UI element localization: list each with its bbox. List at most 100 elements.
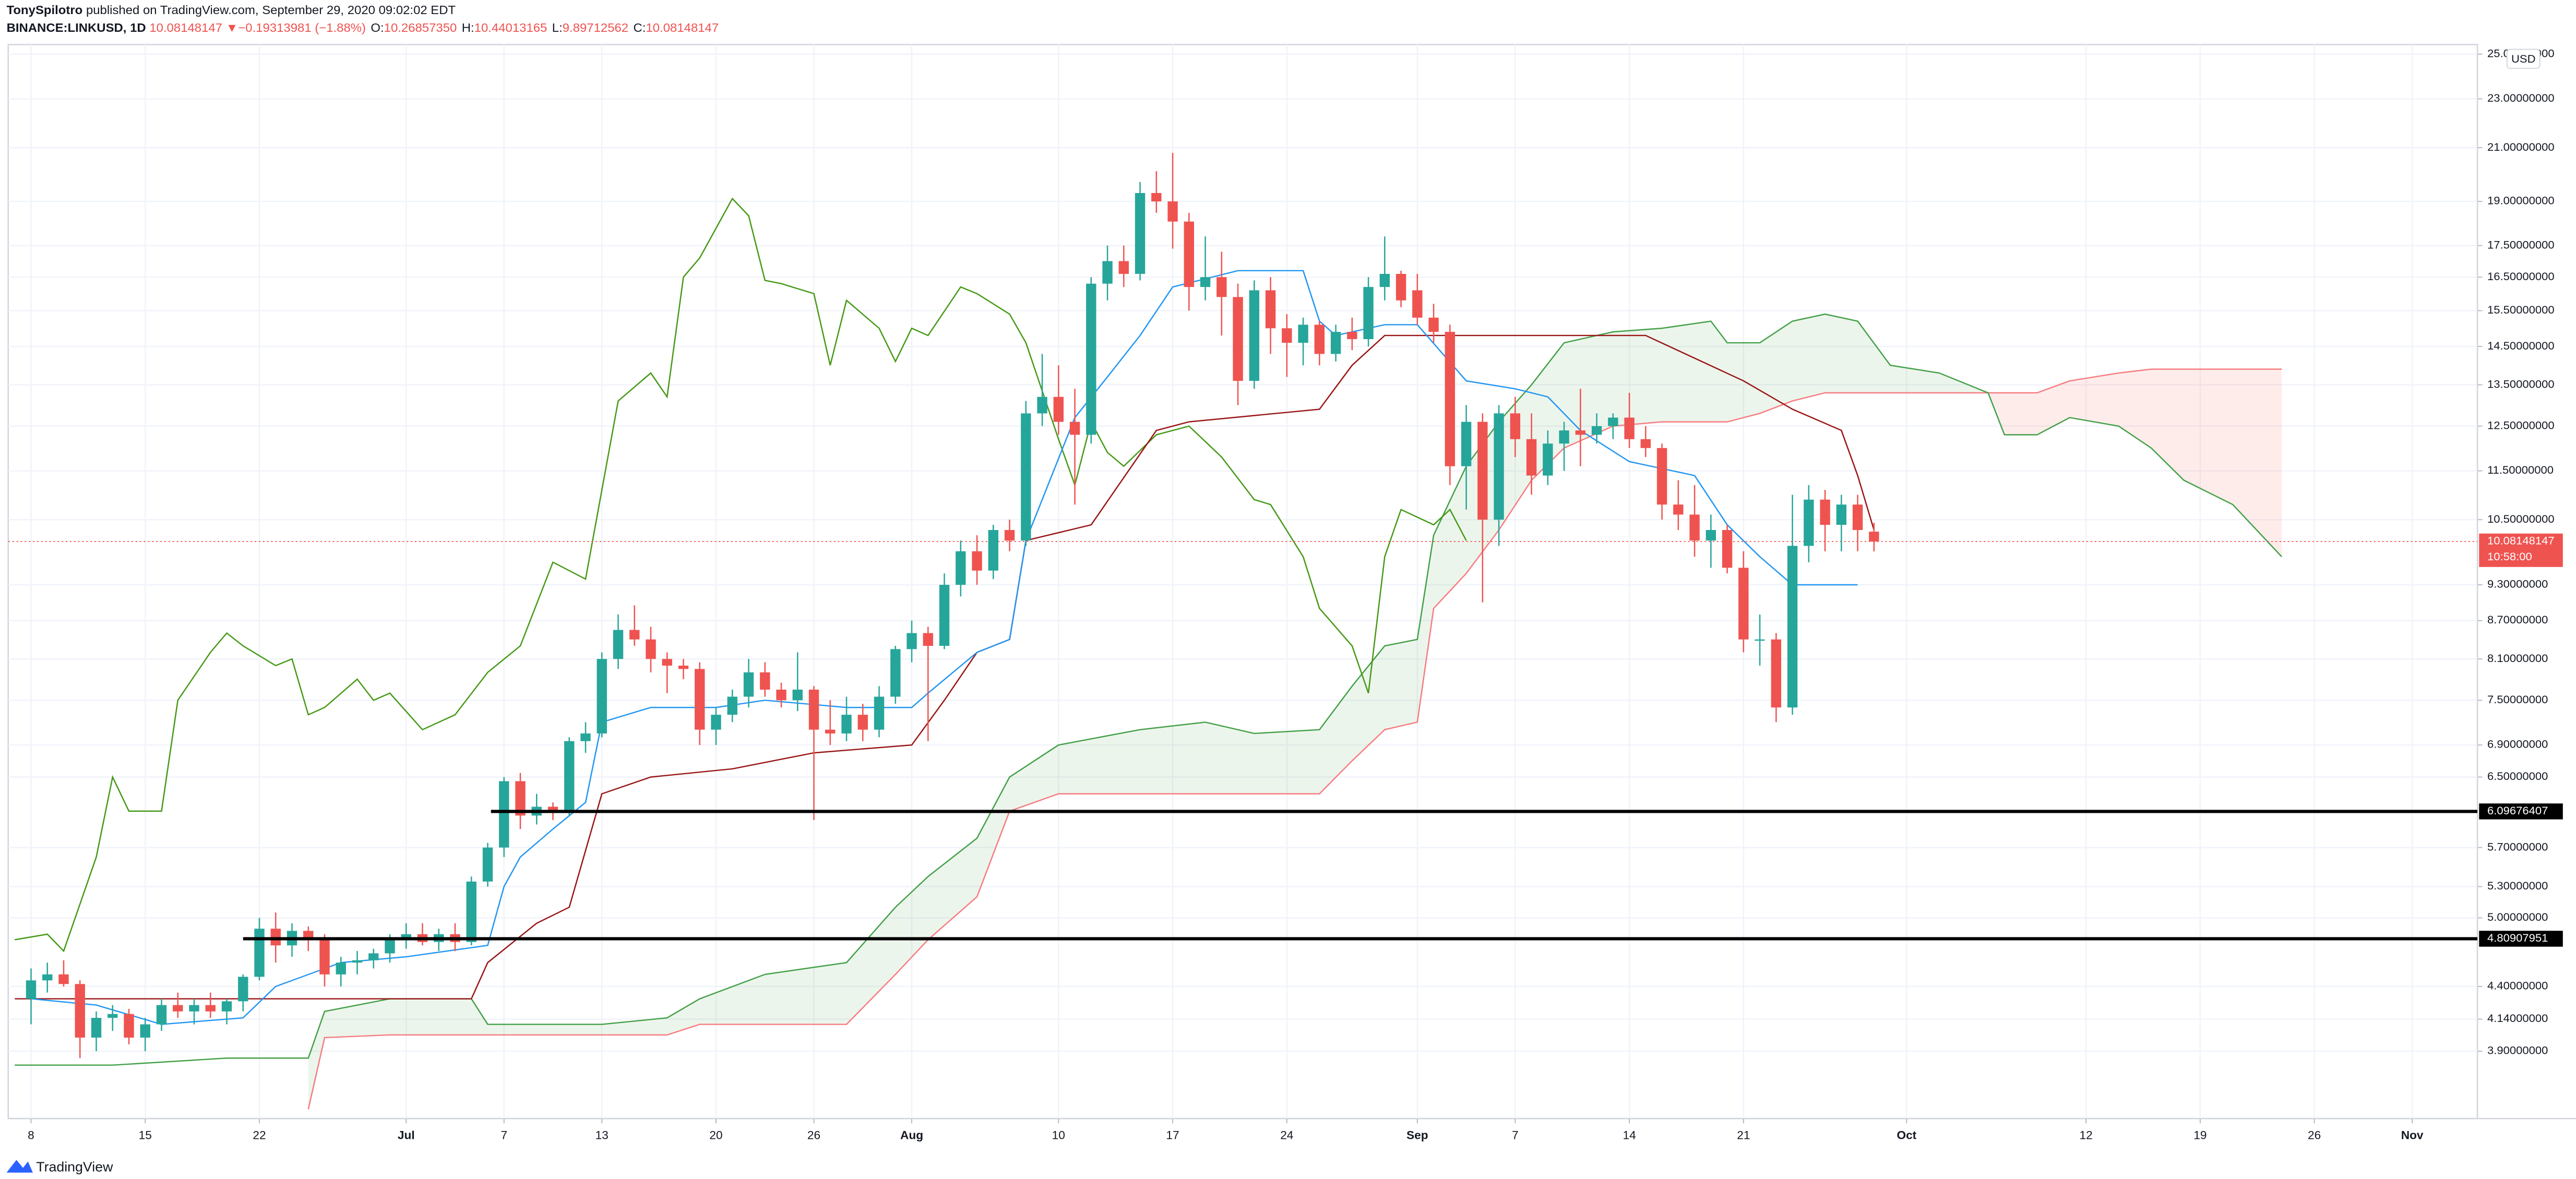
- y-tick-label: 6.90000000: [2487, 738, 2548, 751]
- candle-body: [482, 847, 493, 882]
- candle-body: [1037, 396, 1047, 414]
- candle-body: [1706, 530, 1716, 541]
- candle-body: [1559, 430, 1569, 444]
- candle-body: [564, 741, 575, 811]
- candle-body: [352, 960, 363, 963]
- candle-body: [956, 551, 966, 585]
- candle-body: [254, 929, 265, 977]
- cloud-fill: [1205, 722, 1255, 794]
- ohlc-key: C:: [634, 21, 646, 34]
- cloud-fill: [1613, 328, 1662, 426]
- y-tick-label: 13.50000000: [2487, 378, 2555, 391]
- ohlc-value: 10.44013165: [474, 21, 547, 34]
- cloud-fill: [1662, 321, 1711, 422]
- candle-body: [1689, 514, 1700, 541]
- cloud-fill: [1058, 729, 1140, 794]
- cloud-fill: [2151, 369, 2184, 480]
- cloud-fill: [1825, 314, 1858, 393]
- ohlc-key: L:: [552, 21, 563, 34]
- cloud-fill: [1417, 535, 1434, 723]
- candle-body: [580, 733, 591, 741]
- y-tick-label: 12.50000000: [2487, 419, 2555, 432]
- candle-body: [825, 729, 836, 733]
- cloud-fill: [2118, 369, 2152, 448]
- cloud-fill: [928, 838, 977, 940]
- leading-span-b: [307, 368, 2282, 1110]
- x-tick-label: Oct: [1897, 1129, 1916, 1142]
- candle-body: [26, 980, 37, 999]
- y-tick-label: 7.50000000: [2487, 693, 2548, 706]
- x-tick-label: 19: [2193, 1129, 2207, 1142]
- cloud-fill: [390, 998, 472, 1035]
- candle-body: [1836, 504, 1847, 525]
- x-tick-label: 17: [1166, 1129, 1179, 1142]
- y-tick-label: 21.00000000: [2487, 140, 2555, 153]
- candle-body: [238, 977, 248, 1002]
- candle-body: [1608, 417, 1618, 426]
- candle-body: [368, 953, 379, 960]
- candle-body: [776, 689, 786, 701]
- candle-body: [1673, 504, 1684, 515]
- x-tick-label: 21: [1737, 1129, 1750, 1142]
- candle-body: [1379, 273, 1390, 287]
- candle-body: [711, 715, 721, 730]
- change: −0.19313981 (−1.88%): [238, 21, 366, 34]
- candle-body: [336, 963, 346, 975]
- candle-body: [1086, 283, 1096, 435]
- candle-body: [385, 940, 395, 954]
- candle-body: [173, 1005, 183, 1012]
- candle-body: [1445, 332, 1456, 466]
- candle-body: [270, 929, 281, 946]
- x-tick-label: 24: [1280, 1129, 1293, 1142]
- candle-body: [1428, 317, 1439, 332]
- lagging-span: [15, 197, 1467, 953]
- y-tick-label: 17.50000000: [2487, 238, 2555, 251]
- cloud-fill: [1434, 466, 1466, 609]
- x-tick-label: Nov: [2401, 1129, 2424, 1142]
- candle-body: [939, 585, 950, 646]
- published: published on TradingView.com, September …: [86, 4, 456, 17]
- candle-body: [1282, 328, 1292, 343]
- cloud-fill: [1352, 646, 1385, 761]
- cloud-fill: [2004, 392, 2037, 435]
- candle-body: [907, 633, 917, 649]
- candle-body: [1265, 290, 1276, 329]
- level-label-bg: [2479, 803, 2563, 820]
- candle-body: [1575, 430, 1586, 435]
- candle-body: [972, 551, 982, 571]
- cloud-fill: [667, 998, 700, 1035]
- y-tick-label: 3.90000000: [2487, 1044, 2548, 1057]
- cloud-fill: [895, 876, 928, 975]
- candle-body: [1771, 639, 1782, 708]
- candle-body: [1200, 277, 1211, 287]
- candle-body: [1217, 277, 1227, 297]
- x-tick-label: 26: [807, 1129, 820, 1142]
- cloud-fill: [1564, 332, 1613, 448]
- y-tick-label: 8.10000000: [2487, 652, 2548, 665]
- candle-body: [874, 696, 885, 730]
- candle-body: [1004, 530, 1015, 541]
- candle-body: [1738, 568, 1749, 640]
- candle-body: [1591, 426, 1602, 435]
- price-label-bg: [2479, 533, 2563, 567]
- candle-body: [662, 659, 672, 666]
- x-tick-label: 13: [595, 1129, 609, 1142]
- candle-body: [988, 530, 998, 571]
- candle-body: [1869, 532, 1879, 542]
- candle-body: [1640, 439, 1651, 448]
- candle-body: [1249, 290, 1259, 381]
- candle-body: [743, 672, 754, 697]
- candle-body: [1363, 287, 1374, 340]
- axes: 25.0000000023.0000000021.0000000019.0000…: [28, 47, 2563, 1142]
- candle-body: [42, 974, 53, 981]
- cloud-fill: [977, 777, 1010, 897]
- y-tick-label: 6.50000000: [2487, 769, 2548, 783]
- cloud-fill: [1711, 321, 1727, 422]
- candle-body: [890, 649, 901, 697]
- y-tick-label: 5.70000000: [2487, 840, 2548, 853]
- candle-body: [1135, 193, 1146, 274]
- candle-body: [727, 696, 737, 715]
- candle-body: [1510, 413, 1521, 439]
- ohlc-key: O:: [371, 21, 384, 34]
